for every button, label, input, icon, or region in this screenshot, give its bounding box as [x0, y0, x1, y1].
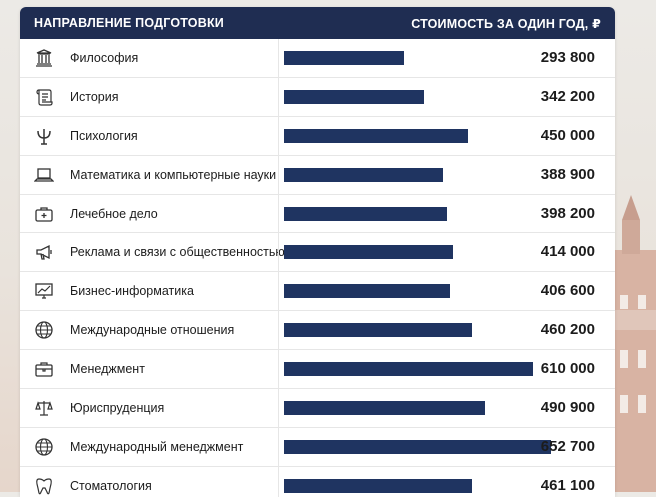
category-label: Международные отношения	[70, 323, 235, 338]
table-row: Реклама и связи с общественностью 414 000	[20, 233, 615, 273]
category-label: Стоматология	[70, 478, 152, 493]
psi-icon	[33, 126, 55, 146]
value-label: 293 800	[540, 49, 595, 66]
bar	[284, 89, 424, 104]
laptop-icon	[33, 165, 55, 185]
table-row: История 342 200	[20, 77, 615, 117]
globe-icon	[33, 320, 55, 340]
column-divider	[278, 311, 279, 350]
table-row: Философия 293 800	[20, 39, 615, 78]
header-cost-label: СТОИМОСТЬ ЗА ОДИН ГОД, ₽	[411, 16, 601, 31]
table-row: Стоматология 461 100	[20, 466, 615, 497]
table-row: Бизнес-информатика 406 600	[20, 272, 615, 312]
value-label: 652 700	[540, 437, 595, 455]
column-divider	[278, 427, 279, 466]
table-row: Психология 450 000	[20, 116, 615, 156]
category-label: Психология	[70, 128, 138, 143]
scroll-icon	[33, 87, 55, 107]
value-label: 406 600	[540, 282, 595, 300]
scales-icon	[33, 398, 55, 418]
table-row: Менеджмент 610 000	[20, 350, 615, 390]
background-church-illustration	[600, 195, 656, 492]
value-label: 398 200	[540, 204, 595, 222]
column-divider	[278, 389, 279, 427]
table-rows: Философия 293 800 История 342 200 Психология…	[20, 39, 615, 497]
table-row: Международные отношения 460 200	[20, 311, 615, 351]
bar	[284, 245, 454, 260]
chart-screen-icon	[33, 281, 55, 301]
table-header: НАПРАВЛЕНИЕ ПОДГОТОВКИ СТОИМОСТЬ ЗА ОДИН…	[20, 7, 615, 39]
table-row: Математика и компьютерные науки 388 900	[20, 155, 615, 195]
value-label: 461 100	[540, 476, 595, 494]
bar	[284, 478, 473, 493]
category-label: Реклама и связи с общественностью	[70, 245, 285, 260]
globe-icon	[33, 437, 55, 457]
table-row: Юриспруденция 490 900	[20, 389, 615, 428]
category-label: История	[70, 89, 119, 104]
category-label: Менеджмент	[70, 362, 145, 377]
value-label: 342 200	[540, 87, 595, 105]
column-divider	[278, 155, 279, 194]
table-row: Лечебное дело 398 200	[20, 194, 615, 234]
bar	[284, 401, 485, 416]
value-label: 414 000	[540, 243, 595, 261]
bar	[284, 362, 534, 377]
category-label: Математика и компьютерные науки	[70, 167, 277, 182]
column-divider	[278, 194, 279, 233]
value-label: 450 000	[540, 126, 595, 144]
category-label: Международный менеджмент	[70, 439, 244, 454]
value-label: 490 900	[540, 399, 595, 417]
header-direction-label: НАПРАВЛЕНИЕ ПОДГОТОВКИ	[34, 16, 224, 30]
column-icon	[33, 48, 55, 68]
column-divider	[278, 39, 279, 77]
bar	[284, 284, 451, 299]
bar	[284, 51, 405, 65]
value-label: 460 200	[540, 321, 595, 339]
column-divider	[278, 233, 279, 272]
value-label: 610 000	[540, 360, 595, 378]
table-row: Международный менеджмент 652 700	[20, 427, 615, 467]
medical-kit-icon	[33, 204, 55, 224]
price-table: НАПРАВЛЕНИЕ ПОДГОТОВКИ СТОИМОСТЬ ЗА ОДИН…	[20, 7, 615, 497]
column-divider	[278, 466, 279, 497]
value-label: 388 900	[540, 165, 595, 183]
bar	[284, 439, 551, 454]
category-label: Бизнес-информатика	[70, 284, 194, 299]
column-divider	[278, 272, 279, 311]
bar	[284, 323, 473, 338]
column-divider	[278, 116, 279, 155]
column-divider	[278, 350, 279, 389]
bar	[284, 206, 447, 221]
category-label: Философия	[70, 51, 139, 65]
category-label: Лечебное дело	[70, 206, 158, 221]
bar	[284, 128, 468, 143]
category-label: Юриспруденция	[70, 401, 165, 416]
briefcase-icon	[33, 359, 55, 379]
column-divider	[278, 77, 279, 116]
bar	[284, 167, 443, 182]
tooth-icon	[33, 476, 55, 496]
megaphone-icon	[33, 242, 55, 262]
